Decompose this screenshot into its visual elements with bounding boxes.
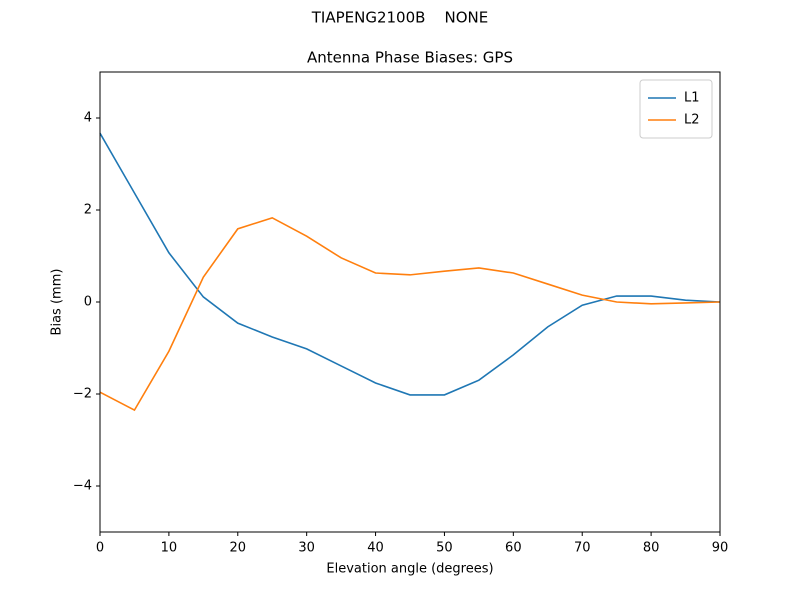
legend-label: L1	[684, 91, 700, 106]
chart-title: Antenna Phase Biases: GPS	[307, 49, 513, 67]
x-tick-label: 90	[712, 541, 729, 556]
x-tick-label: 10	[161, 541, 178, 556]
legend-label: L2	[684, 113, 700, 128]
x-tick-label: 0	[96, 541, 104, 556]
series-line	[99, 132, 721, 396]
y-tick-label: 2	[84, 203, 92, 218]
x-tick-label: 50	[436, 541, 453, 556]
axes-frame	[99, 71, 721, 533]
legend-box	[639, 79, 713, 139]
y-axis-label: Bias (mm)	[50, 269, 65, 336]
series-line	[99, 216, 721, 412]
y-tick-label: −2	[73, 387, 92, 402]
y-tick-label: 4	[84, 111, 92, 126]
x-tick-label: 80	[643, 541, 660, 556]
x-tick-label: 70	[574, 541, 591, 556]
y-tick-label: 0	[84, 295, 92, 310]
x-tick-label: 60	[505, 541, 522, 556]
suptitle: TIAPENG2100B NONE	[311, 9, 488, 27]
x-tick-label: 40	[367, 541, 384, 556]
x-tick-label: 20	[230, 541, 247, 556]
y-tick-label: −4	[73, 479, 92, 494]
x-axis-label: Elevation angle (degrees)	[326, 562, 493, 577]
x-tick-label: 30	[298, 541, 315, 556]
